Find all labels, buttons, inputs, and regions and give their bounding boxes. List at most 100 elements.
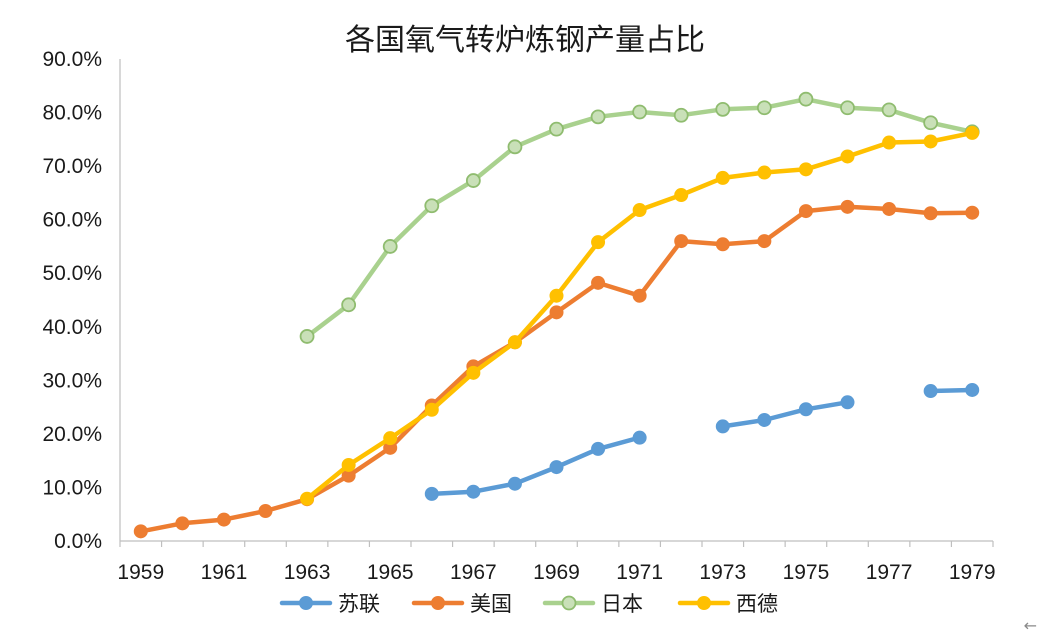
data-point xyxy=(715,170,730,185)
legend-label: 西德 xyxy=(736,592,778,616)
data-point xyxy=(632,430,647,445)
data-point xyxy=(798,162,813,177)
data-point xyxy=(757,234,772,249)
y-tick-label: 60.0% xyxy=(42,209,102,232)
data-point xyxy=(341,297,357,313)
axes: 0.0% 10.0% 20.0% 30.0% 40.0% 50.0% 60.0% 70.0% 8… xyxy=(42,48,995,584)
data-point xyxy=(923,134,938,149)
x-tick-label: 1965 xyxy=(367,561,414,584)
data-point xyxy=(549,288,564,303)
legend-label: 苏联 xyxy=(338,592,380,616)
series-line xyxy=(720,400,850,429)
data-point xyxy=(175,516,190,531)
data-point xyxy=(757,412,772,427)
data-point xyxy=(715,237,730,252)
legend-swatch-marker xyxy=(561,595,577,611)
data-point xyxy=(674,188,689,203)
data-point xyxy=(591,441,606,456)
data-point xyxy=(382,239,398,254)
data-point xyxy=(466,484,481,499)
y-tick-label: 90.0% xyxy=(42,48,102,71)
y-tick-label: 80.0% xyxy=(42,102,102,125)
data-point xyxy=(383,431,398,446)
data-point xyxy=(632,203,647,218)
x-tick-label: 1959 xyxy=(117,561,164,584)
legend-swatch-marker xyxy=(431,596,445,610)
data-point xyxy=(300,491,315,506)
data-point xyxy=(923,384,938,399)
y-tick-label: 10.0% xyxy=(42,476,102,499)
data-point xyxy=(507,139,523,155)
y-tick-label: 0.0% xyxy=(54,530,102,553)
data-point xyxy=(882,201,897,216)
data-point xyxy=(840,149,855,164)
data-point xyxy=(840,395,855,410)
series-2 xyxy=(299,91,980,344)
y-tick-label: 70.0% xyxy=(42,155,102,178)
y-tick-label: 20.0% xyxy=(42,423,102,446)
data-point xyxy=(965,205,980,220)
data-point xyxy=(424,402,439,417)
series-line xyxy=(429,435,642,497)
x-tick-label: 1973 xyxy=(699,561,746,584)
data-point xyxy=(549,305,564,320)
data-point xyxy=(632,104,648,120)
x-tick-label: 1975 xyxy=(783,561,830,584)
data-point xyxy=(590,109,606,125)
x-tick-label: 1967 xyxy=(450,561,497,584)
data-point xyxy=(840,199,855,214)
data-point xyxy=(632,288,647,303)
data-point xyxy=(591,235,606,250)
data-point xyxy=(674,234,689,249)
data-point xyxy=(341,457,356,472)
data-point xyxy=(715,419,730,434)
data-point xyxy=(923,115,939,131)
y-tick-label: 40.0% xyxy=(42,316,102,339)
data-point xyxy=(965,125,980,140)
data-point xyxy=(465,173,481,188)
data-point xyxy=(798,402,813,417)
data-point xyxy=(507,335,522,350)
x-tick-label: 1961 xyxy=(201,561,248,584)
series-3 xyxy=(300,125,980,506)
data-point xyxy=(549,460,564,475)
chart-title: 各国氧气转炉炼钢产量占比 xyxy=(345,23,705,58)
legend-item-3: 西德 xyxy=(677,592,778,616)
data-point xyxy=(133,524,148,539)
legend-swatch-marker xyxy=(299,596,313,610)
data-point xyxy=(840,100,855,116)
data-point xyxy=(258,504,273,519)
x-tick-label: 1971 xyxy=(616,561,663,584)
data-point xyxy=(507,476,522,491)
y-tick-label: 30.0% xyxy=(42,369,102,392)
data-point xyxy=(216,512,231,527)
y-tick-label: 50.0% xyxy=(42,262,102,285)
data-point xyxy=(424,198,440,214)
back-arrow-icon[interactable]: ← xyxy=(1023,616,1037,635)
x-tick-label: 1969 xyxy=(533,561,580,584)
series-1 xyxy=(133,199,980,539)
x-tick-label: 1979 xyxy=(949,561,996,584)
legend-item-1: 美国 xyxy=(411,592,512,616)
data-point xyxy=(923,206,938,221)
series-0 xyxy=(424,382,980,501)
x-tick-label: 1963 xyxy=(284,561,331,584)
data-point xyxy=(299,329,315,344)
data-point xyxy=(673,107,689,123)
legend-item-0: 苏联 xyxy=(279,592,380,616)
data-point xyxy=(881,102,897,118)
legend-item-2: 日本 xyxy=(542,592,643,616)
series-group xyxy=(133,91,980,539)
data-point xyxy=(466,365,481,380)
legend-label: 美国 xyxy=(470,592,512,616)
data-point xyxy=(757,165,772,180)
legend: 苏联 美国 日本 西德 xyxy=(279,592,778,616)
data-point xyxy=(965,382,980,397)
series-line xyxy=(138,204,975,534)
data-point xyxy=(549,121,564,137)
data-point xyxy=(424,486,439,501)
data-point xyxy=(591,275,606,290)
data-point xyxy=(882,135,897,150)
legend-swatch-marker xyxy=(697,596,711,610)
